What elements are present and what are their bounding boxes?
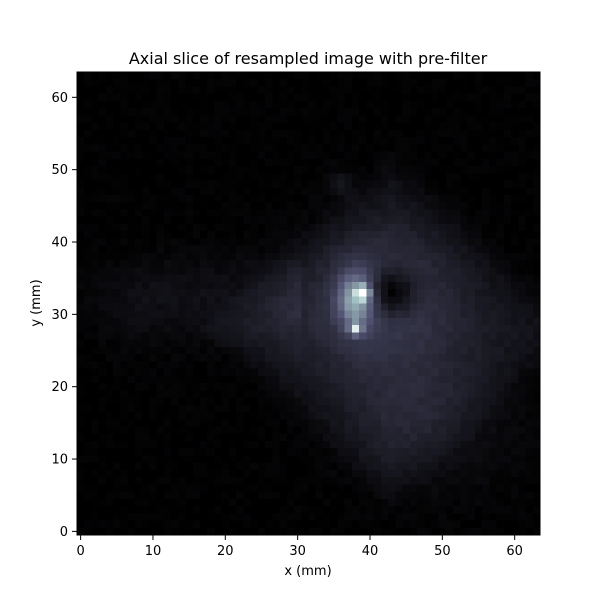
y-tick-label: 10: [51, 453, 68, 468]
heatmap-image: [77, 72, 540, 535]
x-tick-label: 40: [362, 544, 379, 559]
y-tick-label: 20: [51, 380, 68, 395]
y-axis-label: y (mm): [29, 279, 44, 326]
x-axis-label: x (mm): [284, 564, 331, 579]
x-tick-label: 0: [76, 544, 84, 559]
plot-area: [76, 71, 541, 536]
x-axis-ticks: 0 10 20 30 40 50 60: [76, 535, 523, 559]
x-tick-label: 10: [145, 544, 162, 559]
y-tick-label: 40: [51, 236, 68, 251]
x-tick-label: 20: [217, 544, 234, 559]
chart-title: Axial slice of resampled image with pre-…: [129, 49, 488, 68]
axes-frame: [76, 71, 541, 536]
y-axis-ticks: 0 10 20 30 40 50 60: [51, 91, 77, 540]
x-tick-label: 60: [506, 544, 523, 559]
x-tick-label: 30: [289, 544, 306, 559]
y-tick-label: 0: [60, 525, 68, 540]
y-tick-label: 30: [51, 308, 68, 323]
y-tick-label: 50: [51, 163, 68, 178]
y-tick-label: 60: [51, 91, 68, 106]
x-tick-label: 50: [434, 544, 451, 559]
